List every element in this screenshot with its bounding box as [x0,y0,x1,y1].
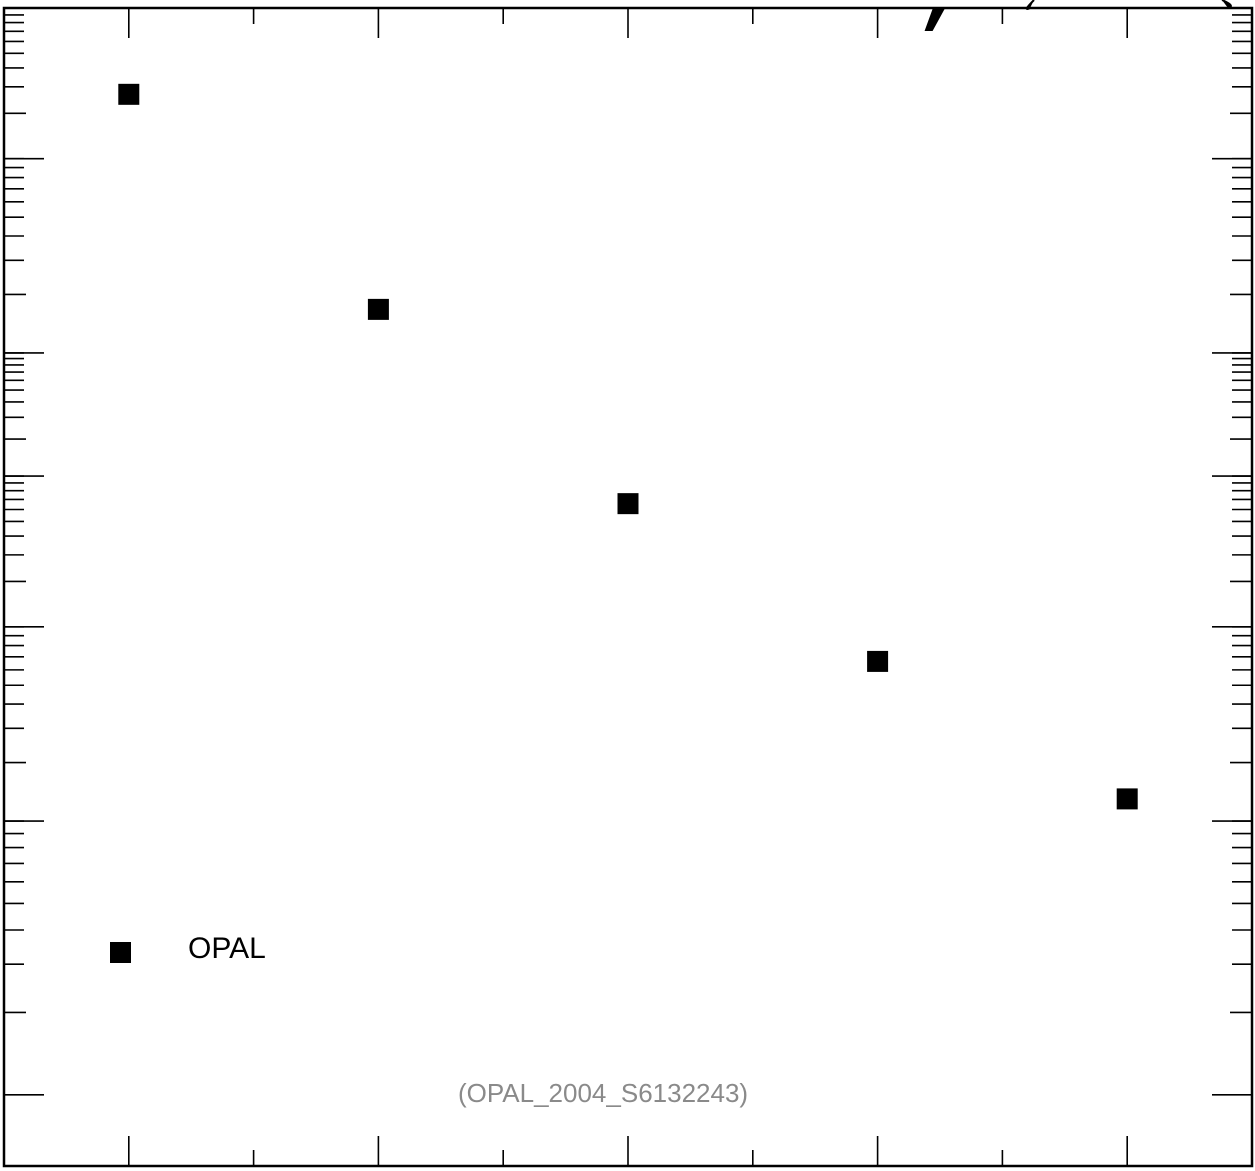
plot-frame [2,6,1254,1168]
data-point [367,298,389,320]
data-point [118,83,140,105]
clipped-title-glyphs [924,0,1232,31]
legend-label: OPAL [188,932,266,965]
legend-marker [110,942,131,963]
analysis-watermark: (OPAL_2004_S6132243) [458,1078,749,1108]
axis-ticks [3,7,1253,1166]
data-point [1116,788,1138,810]
data-point [617,493,639,515]
data-point [867,650,889,672]
data-points [118,83,1138,810]
